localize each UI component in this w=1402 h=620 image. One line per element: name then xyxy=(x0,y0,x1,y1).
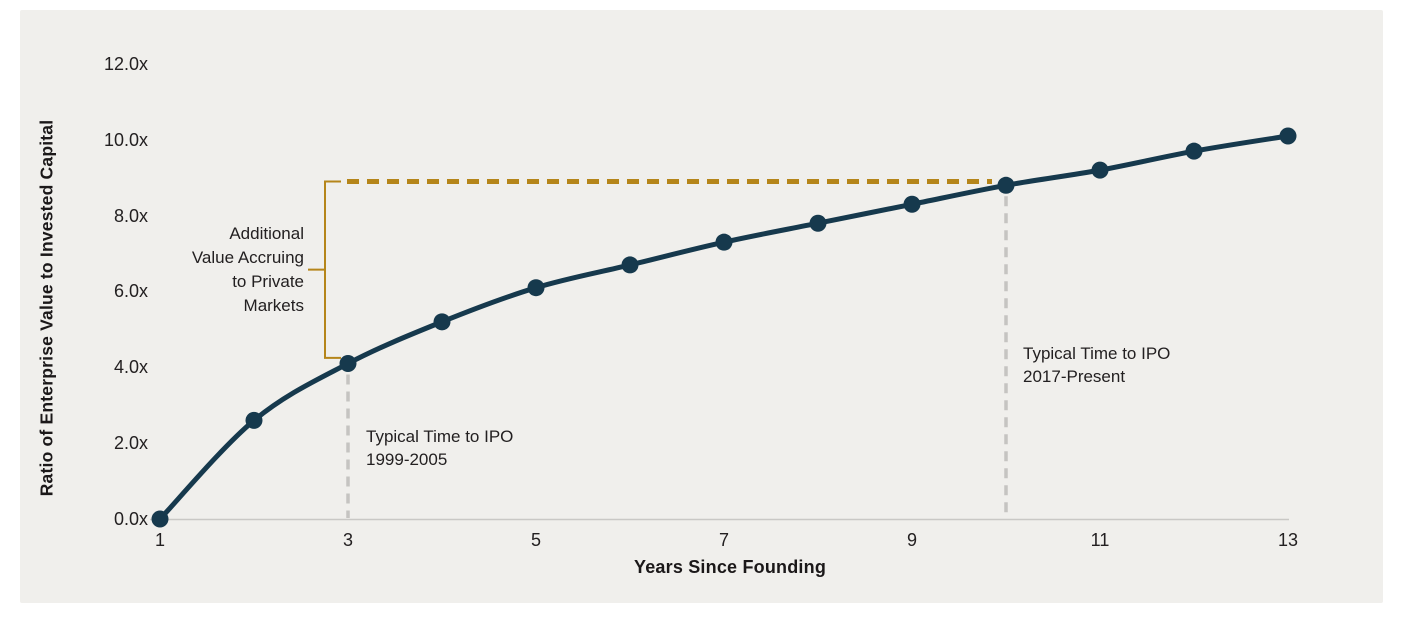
bracket-label: Additional Value Accruing to Private Mar… xyxy=(191,224,304,315)
x-tick-label: 1 xyxy=(154,530,165,550)
data-point xyxy=(1279,127,1297,145)
y-tick-label: 2.0x xyxy=(113,433,148,454)
y-tick-label: 10.0x xyxy=(103,129,148,150)
data-point xyxy=(1185,142,1203,160)
data-point xyxy=(151,510,169,528)
annotation-ipo-1999-2005: Typical Time to IPO 1999-2005 xyxy=(366,427,514,469)
data-point xyxy=(715,233,733,251)
data-point xyxy=(621,256,639,274)
x-tick-label: 5 xyxy=(530,530,541,550)
data-point xyxy=(1091,161,1109,179)
annotation-ipo-2017-present: Typical Time to IPO 2017-Present xyxy=(1023,344,1171,386)
x-tick-label: 11 xyxy=(1090,530,1110,550)
y-tick-label: 8.0x xyxy=(113,205,148,226)
x-tick-label: 13 xyxy=(1277,530,1299,550)
data-point xyxy=(997,176,1015,194)
data-point xyxy=(433,313,451,331)
data-point xyxy=(527,279,545,297)
x-tick-label: 7 xyxy=(718,530,729,550)
data-point xyxy=(245,411,263,429)
x-axis-title: Years Since Founding xyxy=(633,557,827,577)
data-point xyxy=(903,195,921,213)
data-point xyxy=(339,355,357,373)
data-point xyxy=(809,214,827,232)
chart-background xyxy=(20,10,1383,603)
ev-ic-curve xyxy=(158,133,1289,521)
y-tick-label: 6.0x xyxy=(113,281,148,302)
x-tick-label: 9 xyxy=(906,530,917,550)
y-tick-label: 12.0x xyxy=(103,53,148,74)
y-tick-label: 4.0x xyxy=(113,357,148,378)
bracket xyxy=(308,180,341,359)
y-tick-label: 0.0x xyxy=(113,509,148,529)
x-tick-label: 3 xyxy=(342,530,353,550)
